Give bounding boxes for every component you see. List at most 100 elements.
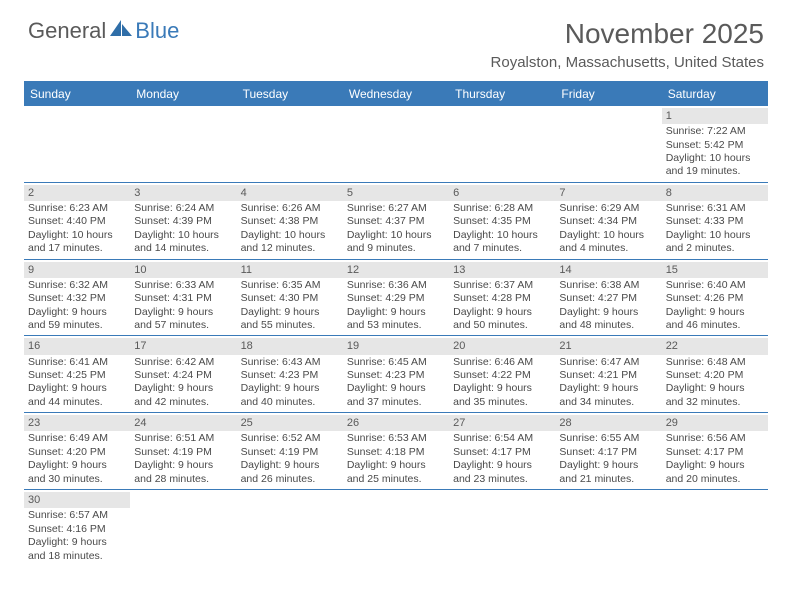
- weekday-thursday: Thursday: [449, 83, 555, 106]
- sunset-line: Sunset: 4:23 PM: [241, 369, 339, 382]
- sunset-line: Sunset: 4:19 PM: [241, 446, 339, 459]
- day-cell: 19Sunrise: 6:45 AMSunset: 4:23 PMDayligh…: [343, 336, 449, 412]
- weekday-monday: Monday: [130, 83, 236, 106]
- daylight-line: Daylight: 9 hours and 35 minutes.: [453, 382, 551, 409]
- sunrise-line: Sunrise: 6:33 AM: [134, 279, 232, 292]
- sunrise-line: Sunrise: 6:51 AM: [134, 432, 232, 445]
- day-cell: 9Sunrise: 6:32 AMSunset: 4:32 PMDaylight…: [24, 260, 130, 336]
- sunset-line: Sunset: 4:39 PM: [134, 215, 232, 228]
- day-number: 15: [662, 262, 768, 278]
- day-number: 3: [130, 185, 236, 201]
- day-cell-empty: [237, 106, 343, 182]
- sunset-line: Sunset: 4:34 PM: [559, 215, 657, 228]
- day-number: 29: [662, 415, 768, 431]
- day-cell: 26Sunrise: 6:53 AMSunset: 4:18 PMDayligh…: [343, 413, 449, 489]
- sunset-line: Sunset: 4:18 PM: [347, 446, 445, 459]
- daylight-line: Daylight: 9 hours and 26 minutes.: [241, 459, 339, 486]
- daylight-line: Daylight: 9 hours and 25 minutes.: [347, 459, 445, 486]
- sunset-line: Sunset: 4:29 PM: [347, 292, 445, 305]
- weekday-tuesday: Tuesday: [237, 83, 343, 106]
- sunset-line: Sunset: 4:16 PM: [28, 523, 126, 536]
- daylight-line: Daylight: 9 hours and 46 minutes.: [666, 306, 764, 333]
- sunset-line: Sunset: 4:21 PM: [559, 369, 657, 382]
- daylight-line: Daylight: 9 hours and 50 minutes.: [453, 306, 551, 333]
- sunset-line: Sunset: 4:24 PM: [134, 369, 232, 382]
- day-number: 21: [555, 338, 661, 354]
- day-number: 16: [24, 338, 130, 354]
- daylight-line: Daylight: 10 hours and 9 minutes.: [347, 229, 445, 256]
- day-cell: 13Sunrise: 6:37 AMSunset: 4:28 PMDayligh…: [449, 260, 555, 336]
- day-cell: 1Sunrise: 7:22 AMSunset: 5:42 PMDaylight…: [662, 106, 768, 182]
- day-cell: 18Sunrise: 6:43 AMSunset: 4:23 PMDayligh…: [237, 336, 343, 412]
- logo-sail-icon: [110, 18, 132, 44]
- day-number: 5: [343, 185, 449, 201]
- day-number: 4: [237, 185, 343, 201]
- sunset-line: Sunset: 4:38 PM: [241, 215, 339, 228]
- daylight-line: Daylight: 9 hours and 28 minutes.: [134, 459, 232, 486]
- day-cell: 25Sunrise: 6:52 AMSunset: 4:19 PMDayligh…: [237, 413, 343, 489]
- sunrise-line: Sunrise: 6:55 AM: [559, 432, 657, 445]
- day-cell-empty: [662, 490, 768, 566]
- day-number: 24: [130, 415, 236, 431]
- daylight-line: Daylight: 10 hours and 7 minutes.: [453, 229, 551, 256]
- day-cell: 6Sunrise: 6:28 AMSunset: 4:35 PMDaylight…: [449, 183, 555, 259]
- sunrise-line: Sunrise: 6:47 AM: [559, 356, 657, 369]
- daylight-line: Daylight: 9 hours and 59 minutes.: [28, 306, 126, 333]
- day-number: 7: [555, 185, 661, 201]
- day-cell-empty: [343, 490, 449, 566]
- sunset-line: Sunset: 4:25 PM: [28, 369, 126, 382]
- sunrise-line: Sunrise: 6:37 AM: [453, 279, 551, 292]
- sunrise-line: Sunrise: 7:22 AM: [666, 125, 764, 138]
- daylight-line: Daylight: 9 hours and 30 minutes.: [28, 459, 126, 486]
- week-row: 9Sunrise: 6:32 AMSunset: 4:32 PMDaylight…: [24, 260, 768, 337]
- day-cell: 14Sunrise: 6:38 AMSunset: 4:27 PMDayligh…: [555, 260, 661, 336]
- sunset-line: Sunset: 4:40 PM: [28, 215, 126, 228]
- logo-text-general: General: [28, 18, 106, 44]
- sunrise-line: Sunrise: 6:42 AM: [134, 356, 232, 369]
- day-cell: 29Sunrise: 6:56 AMSunset: 4:17 PMDayligh…: [662, 413, 768, 489]
- day-cell-empty: [555, 106, 661, 182]
- sunset-line: Sunset: 4:17 PM: [666, 446, 764, 459]
- day-cell: 24Sunrise: 6:51 AMSunset: 4:19 PMDayligh…: [130, 413, 236, 489]
- sunrise-line: Sunrise: 6:48 AM: [666, 356, 764, 369]
- day-cell: 22Sunrise: 6:48 AMSunset: 4:20 PMDayligh…: [662, 336, 768, 412]
- sunrise-line: Sunrise: 6:23 AM: [28, 202, 126, 215]
- day-cell-empty: [343, 106, 449, 182]
- location-label: Royalston, Massachusetts, United States: [491, 54, 764, 71]
- sunrise-line: Sunrise: 6:41 AM: [28, 356, 126, 369]
- daylight-line: Daylight: 9 hours and 37 minutes.: [347, 382, 445, 409]
- daylight-line: Daylight: 10 hours and 19 minutes.: [666, 152, 764, 179]
- day-cell: 11Sunrise: 6:35 AMSunset: 4:30 PMDayligh…: [237, 260, 343, 336]
- week-row: 2Sunrise: 6:23 AMSunset: 4:40 PM Daylight…: [24, 183, 768, 260]
- sunset-line: Sunset: 4:27 PM: [559, 292, 657, 305]
- day-number: 2: [24, 185, 130, 201]
- daylight-line: Daylight: 9 hours and 55 minutes.: [241, 306, 339, 333]
- sunrise-line: Sunrise: 6:53 AM: [347, 432, 445, 445]
- day-number: 13: [449, 262, 555, 278]
- day-cell: 28Sunrise: 6:55 AMSunset: 4:17 PMDayligh…: [555, 413, 661, 489]
- day-cell: 4Sunrise: 6:26 AMSunset: 4:38 PMDaylight…: [237, 183, 343, 259]
- sunrise-line: Sunrise: 6:38 AM: [559, 279, 657, 292]
- day-cell: 8Sunrise: 6:31 AMSunset: 4:33 PMDaylight…: [662, 183, 768, 259]
- day-number: 8: [662, 185, 768, 201]
- sunset-line: Sunset: 4:33 PM: [666, 215, 764, 228]
- day-number: 12: [343, 262, 449, 278]
- sunrise-line: Sunrise: 6:32 AM: [28, 279, 126, 292]
- sunrise-line: Sunrise: 6:43 AM: [241, 356, 339, 369]
- daylight-line: Daylight: 9 hours and 42 minutes.: [134, 382, 232, 409]
- daylight-line: Daylight: 10 hours and 2 minutes.: [666, 229, 764, 256]
- week-row: 23Sunrise: 6:49 AMSunset: 4:20 PMDayligh…: [24, 413, 768, 490]
- daylight-line: Daylight: 10 hours and 12 minutes.: [241, 229, 339, 256]
- weekday-friday: Friday: [555, 83, 661, 106]
- sunset-line: Sunset: 4:26 PM: [666, 292, 764, 305]
- day-cell: 15Sunrise: 6:40 AMSunset: 4:26 PMDayligh…: [662, 260, 768, 336]
- daylight-line: Daylight: 9 hours and 34 minutes.: [559, 382, 657, 409]
- sunset-line: Sunset: 4:20 PM: [28, 446, 126, 459]
- day-cell: 2Sunrise: 6:23 AMSunset: 4:40 PMDaylight…: [24, 183, 130, 259]
- sunset-line: Sunset: 4:32 PM: [28, 292, 126, 305]
- day-number: 9: [24, 262, 130, 278]
- calendar: SundayMondayTuesdayWednesdayThursdayFrid…: [24, 81, 768, 566]
- weekday-saturday: Saturday: [662, 83, 768, 106]
- sunrise-line: Sunrise: 6:28 AM: [453, 202, 551, 215]
- sunrise-line: Sunrise: 6:35 AM: [241, 279, 339, 292]
